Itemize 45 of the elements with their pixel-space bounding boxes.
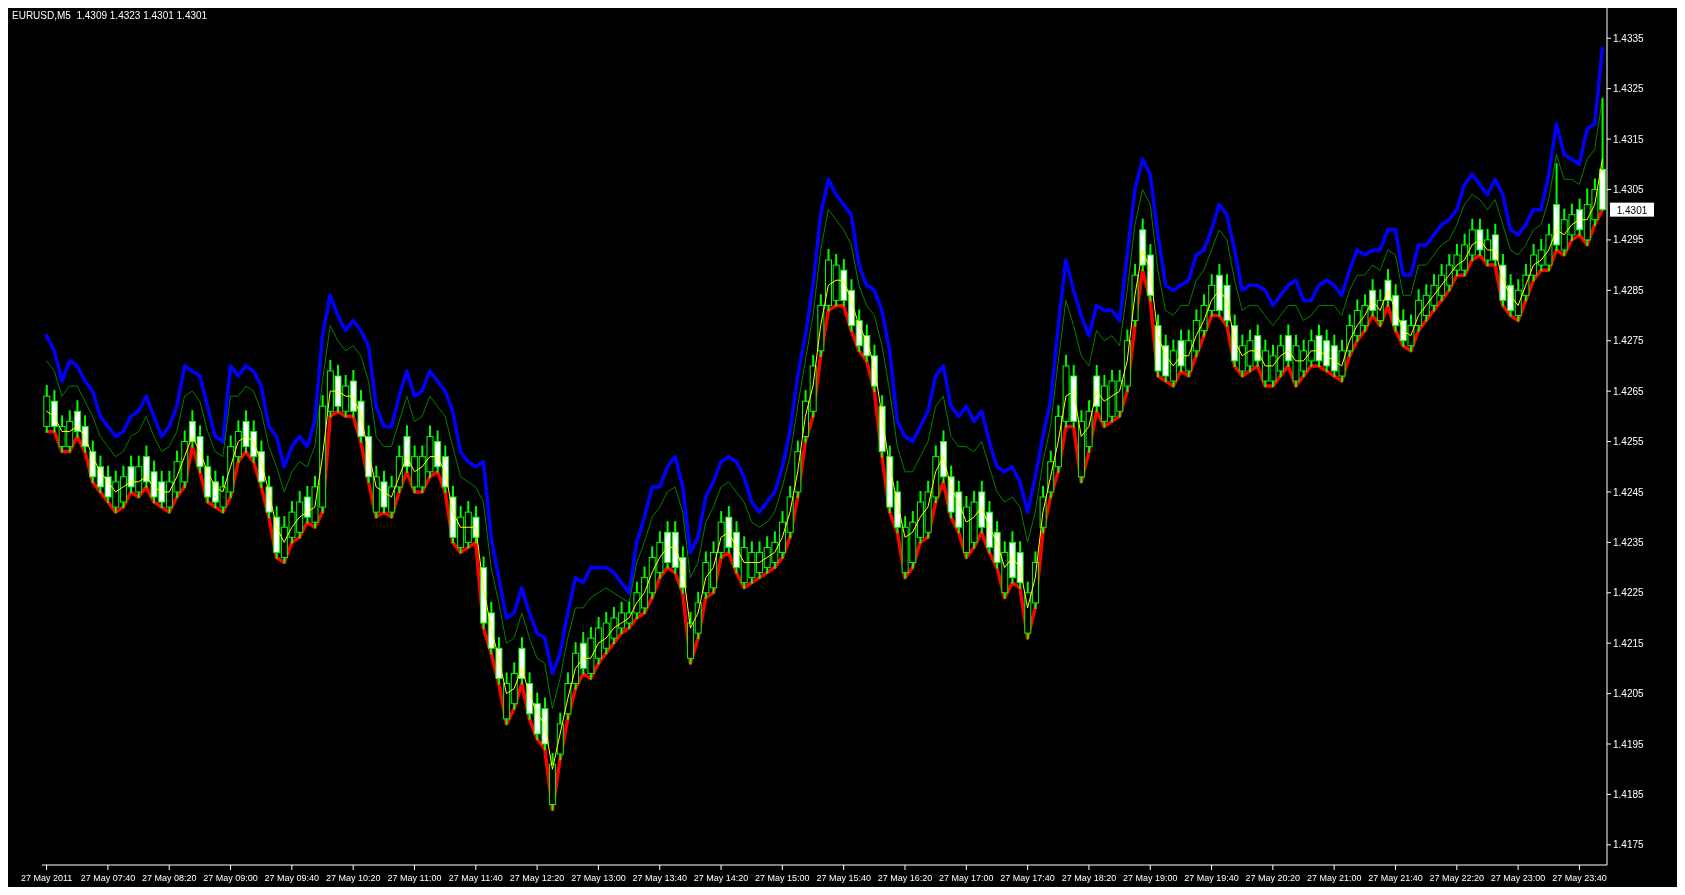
x-tick-label: 27 May 15:40 — [816, 873, 871, 883]
y-tick-label: 1.4315 — [1613, 133, 1645, 145]
x-tick-label: 27 May 07:40 — [80, 873, 136, 883]
x-tick-label: 27 May 16:20 — [877, 873, 933, 883]
y-tick-label: 1.4325 — [1613, 83, 1645, 95]
y-tick-label: 1.4295 — [1613, 234, 1645, 246]
x-tick-label: 27 May 17:00 — [939, 873, 994, 883]
y-tick-label: 1.4255 — [1613, 436, 1645, 448]
x-tick-label: 27 May 12:20 — [509, 873, 565, 883]
y-tick-label: 1.4305 — [1613, 184, 1645, 196]
x-tick-label: 27 May 17:40 — [1000, 873, 1055, 883]
x-tick-label: 27 May 14:20 — [693, 873, 749, 883]
x-tick-label: 27 May 23:40 — [1552, 873, 1607, 883]
x-tick-label: 27 May 21:40 — [1368, 873, 1423, 883]
x-tick-label: 27 May 15:00 — [755, 873, 810, 883]
x-tick-label: 27 May 23:00 — [1490, 873, 1546, 883]
y-tick-label: 1.4225 — [1613, 587, 1645, 599]
y-tick-label: 1.4195 — [1613, 738, 1645, 750]
x-tick-label: 27 May 13:40 — [632, 873, 687, 883]
x-tick-label: 27 May 19:40 — [1184, 873, 1239, 883]
x-tick-label: 27 May 08:20 — [141, 873, 197, 883]
y-tick-label: 1.4335 — [1613, 32, 1645, 44]
x-tick-label: 27 May 09:00 — [203, 873, 258, 883]
text: 1.4301 — [1616, 204, 1648, 216]
y-tick-label: 1.4235 — [1613, 536, 1645, 548]
y-tick-label: 1.4175 — [1613, 839, 1645, 851]
x-tick-label: 27 May 19:00 — [1122, 873, 1178, 883]
y-tick-label: 1.4215 — [1613, 637, 1645, 649]
x-tick-label: 27 May 11:40 — [448, 873, 503, 883]
y-tick-label: 1.4185 — [1613, 788, 1645, 800]
y-tick-label: 1.4265 — [1613, 385, 1645, 397]
x-tick-label: 27 May 20:20 — [1245, 873, 1301, 883]
x-tick-label: 27 May 22:20 — [1429, 873, 1485, 883]
x-tick-label: 27 May 21:00 — [1306, 873, 1362, 883]
x-tick-label: 27 May 09:40 — [264, 873, 320, 883]
x-tick-label: 27 May 10:20 — [325, 873, 381, 883]
x-tick-label: 27 May 18:20 — [1061, 873, 1117, 883]
y-tick-label: 1.4285 — [1613, 284, 1645, 296]
x-tick-label: 27 May 11:00 — [387, 873, 442, 883]
y-tick-label: 1.4275 — [1613, 335, 1645, 347]
y-tick-label: 1.4245 — [1613, 486, 1645, 498]
chart-title: EURUSD,M5 1.4309 1.4323 1.4301 1.4301 — [12, 10, 208, 21]
x-tick-label: 27 May 13:00 — [571, 873, 626, 883]
x-tick-label: 27 May 2011 — [20, 873, 73, 883]
y-tick-label: 1.4205 — [1613, 688, 1645, 700]
